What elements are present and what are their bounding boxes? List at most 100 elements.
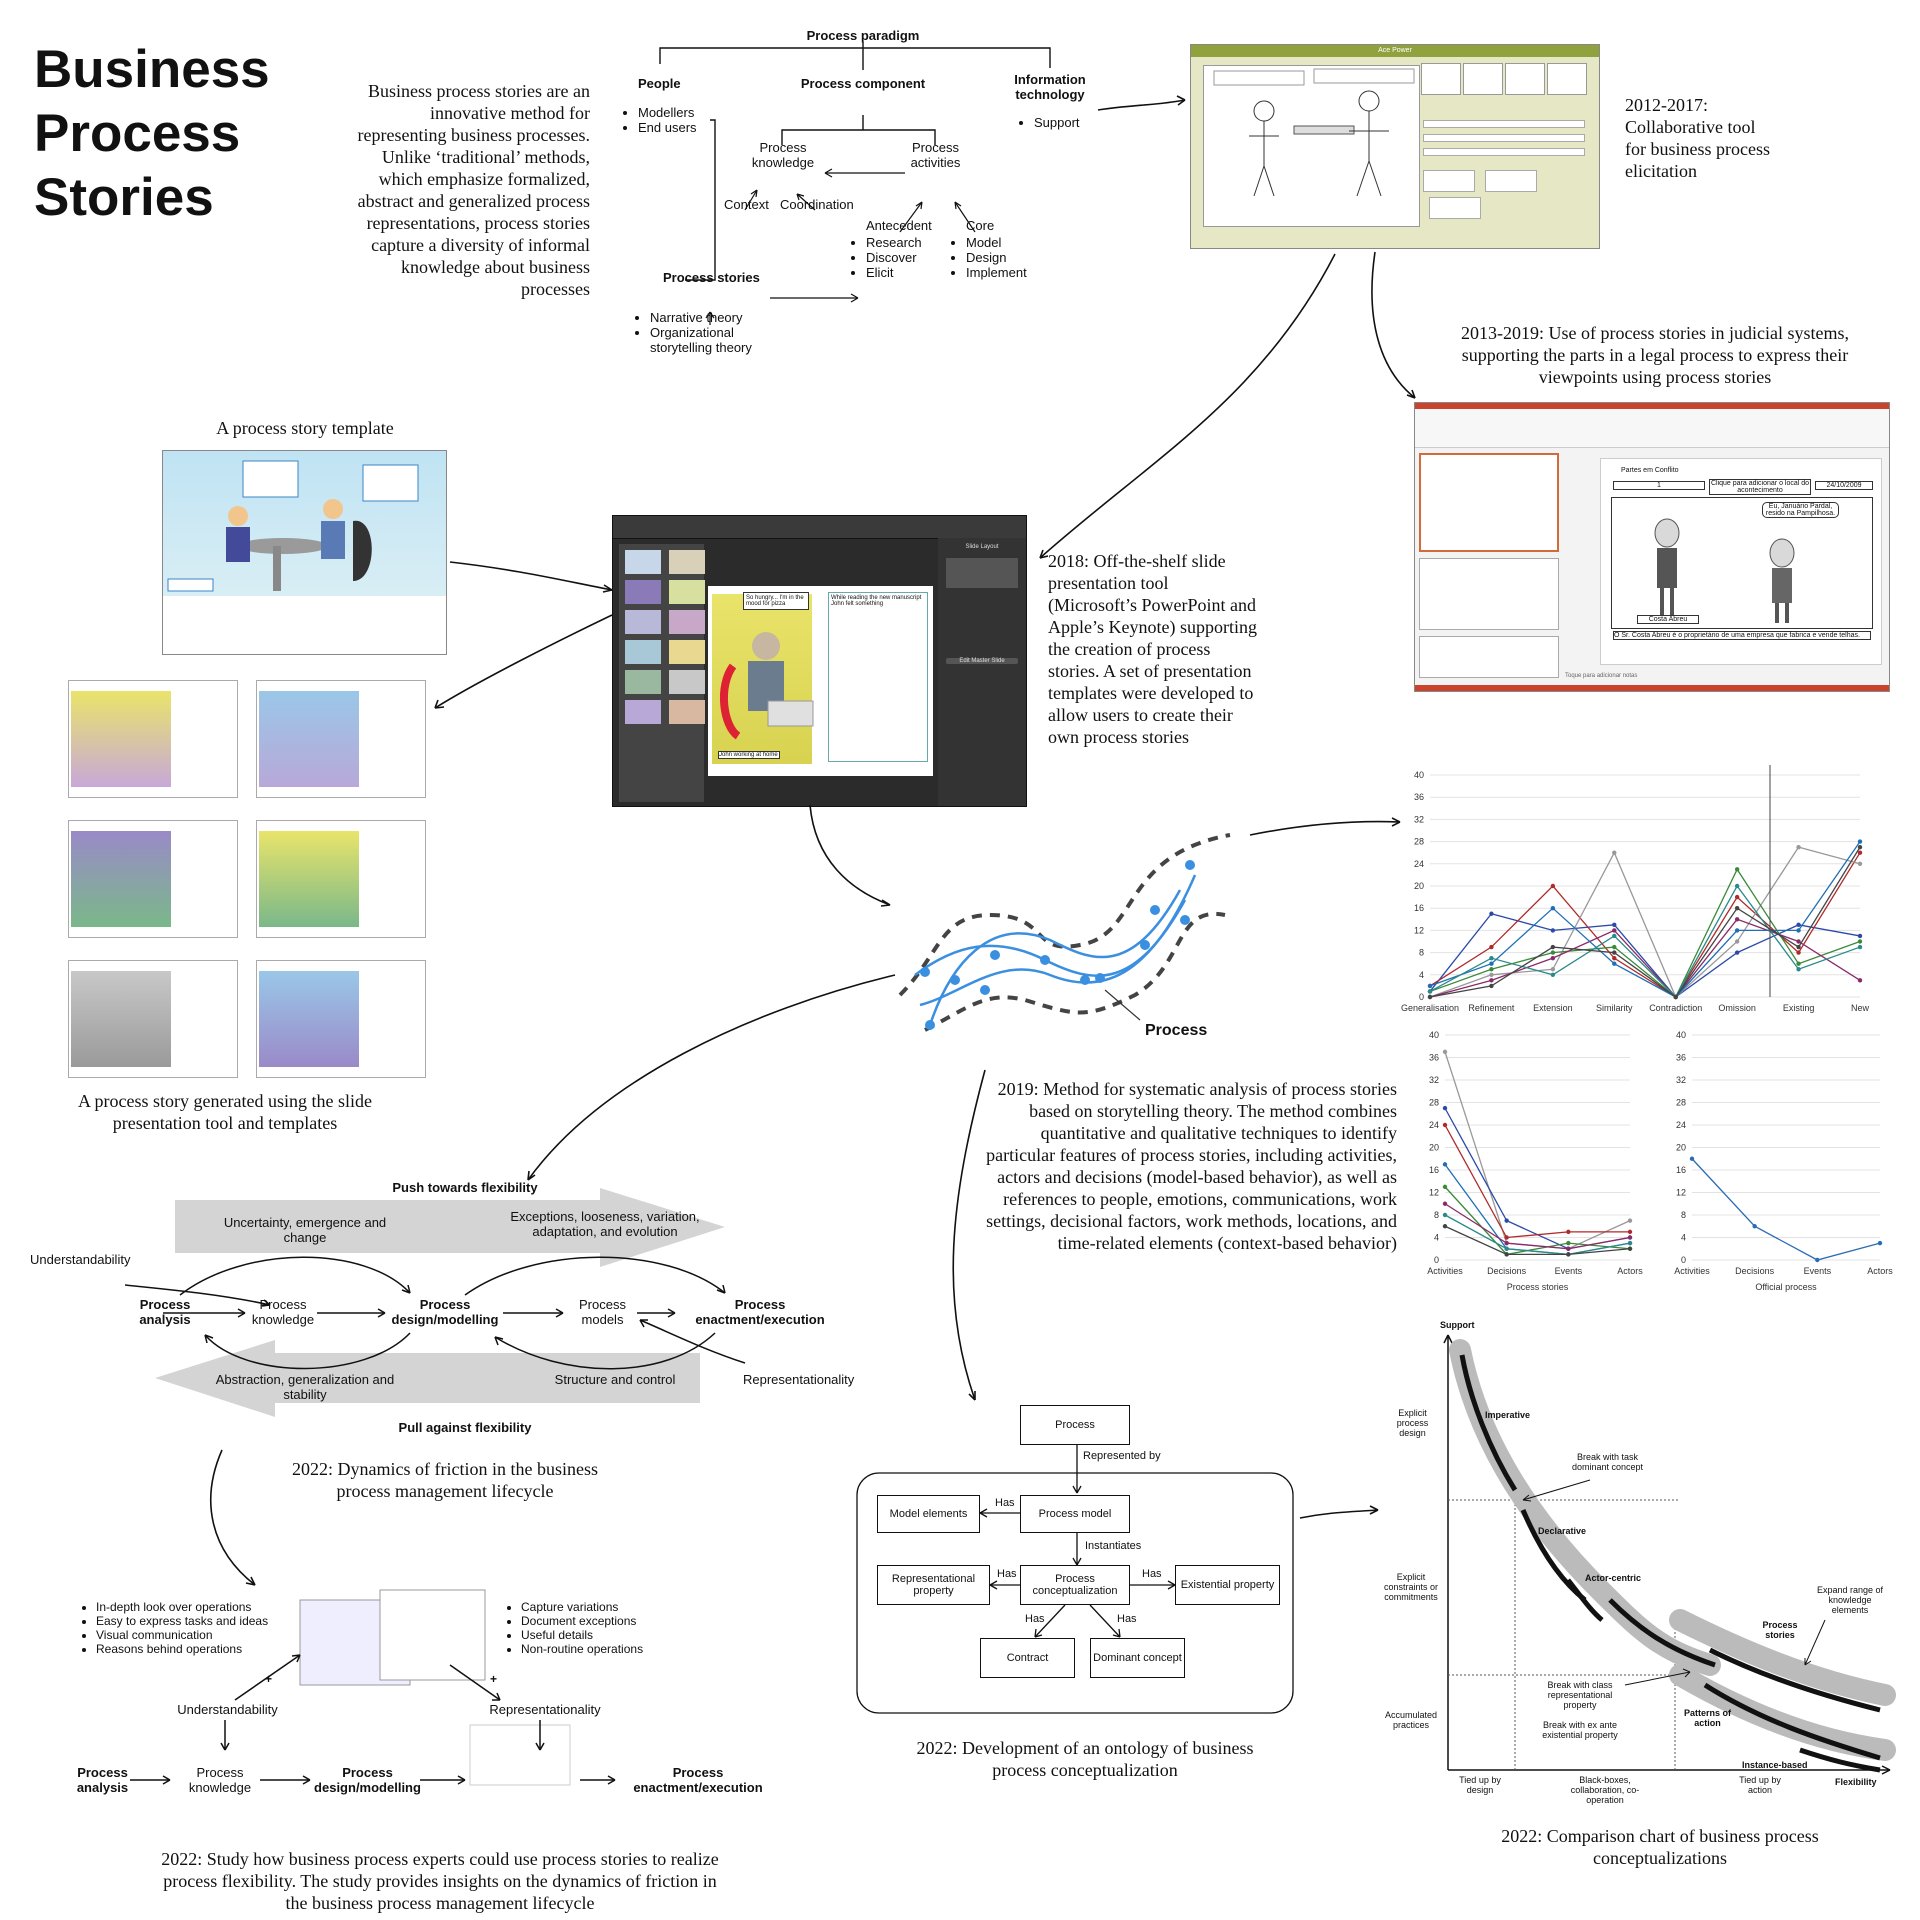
data-point <box>1504 1252 1509 1257</box>
data-point <box>1427 994 1433 1000</box>
data-point <box>1550 972 1556 977</box>
y-tick-label: 16 <box>1676 1165 1686 1175</box>
data-point <box>1566 1252 1571 1257</box>
ontology-representational: Representational property <box>877 1565 990 1605</box>
caption-2019: 2019: Method for systematic analysis of … <box>986 1079 1397 1253</box>
x-tick-label: Actors <box>1617 1266 1643 1276</box>
study-right-item: Document exceptions <box>521 1614 643 1628</box>
data-point <box>1550 955 1556 961</box>
data-point <box>1442 1201 1448 1206</box>
series-line <box>1444 1225 1631 1256</box>
paradigm-people: People <box>638 76 681 91</box>
data-point <box>1734 867 1740 872</box>
data-point <box>1612 944 1617 950</box>
tool-field[interactable] <box>1429 197 1481 219</box>
data-point <box>1673 994 1678 1000</box>
it-list: Support <box>1018 115 1080 130</box>
data-point <box>1566 1246 1571 1251</box>
ontology-has: Has <box>995 1497 1015 1509</box>
friction-pull: Pull against flexibility <box>398 1420 532 1435</box>
data-point <box>1612 933 1617 939</box>
tool-field[interactable] <box>1423 170 1475 192</box>
data-point <box>1857 939 1863 944</box>
ppt-scene: Eu, Januário Pardal, resido na Pampilhos… <box>1611 497 1873 629</box>
antecedent-list: ResearchDiscoverElicit <box>850 235 922 280</box>
people-item: End users <box>638 120 697 135</box>
process-label: Process <box>1145 1022 1208 1039</box>
y-tick-label: 40 <box>1676 1030 1686 1040</box>
keynote-toolbar <box>613 516 1026 539</box>
core-item: Implement <box>966 265 1027 280</box>
data-point <box>1612 950 1617 955</box>
core-item: Model <box>966 235 1027 250</box>
study-understandability: Understandability <box>177 1702 278 1717</box>
comparison-y-label: Explicit process design <box>1396 1408 1429 1438</box>
data-point <box>1427 983 1433 989</box>
data-point <box>1566 1240 1571 1246</box>
data-point <box>1612 850 1617 855</box>
study-left-item: Reasons behind operations <box>96 1642 268 1656</box>
ontology-existential: Existential property <box>1175 1565 1280 1605</box>
keynote-text: While reading the new manuscript John fe… <box>828 592 928 762</box>
ontology-instantiates: Instantiates <box>1085 1540 1142 1552</box>
paradigm-stories: Process stories <box>663 270 760 285</box>
data-point <box>1427 989 1433 994</box>
ontology-model-elements: Model elements <box>877 1495 980 1533</box>
study-right-item: Capture variations <box>521 1600 643 1614</box>
caption-2018: 2018: Off-the-shelf slide presentation t… <box>1048 551 1257 747</box>
series-line <box>1444 1214 1631 1256</box>
data-point <box>1796 961 1801 966</box>
data-point <box>1673 994 1678 1000</box>
data-point <box>1796 950 1801 955</box>
ppt-statusbar <box>1415 685 1889 691</box>
ontology-diagram: Process Represented by Process model Mod… <box>855 1405 1305 1715</box>
data-point <box>1752 1224 1757 1229</box>
y-tick-label: 32 <box>1429 1075 1439 1085</box>
ontology-has: Has <box>1025 1613 1045 1625</box>
tool-form <box>1423 120 1593 230</box>
data-point <box>1489 972 1494 977</box>
series-line <box>1444 1051 1631 1250</box>
study-right-list: Capture variationsDocument exceptionsUse… <box>505 1600 643 1656</box>
data-point <box>1442 1105 1448 1111</box>
data-point <box>1627 1246 1633 1251</box>
y-tick-label: 8 <box>1419 948 1424 958</box>
friction-models: Process models <box>579 1297 626 1327</box>
process-wave-illustration: Process <box>895 830 1255 1070</box>
tool-field[interactable] <box>1423 134 1585 142</box>
data-point <box>1427 994 1433 1000</box>
friction-structure: Structure and control <box>554 1372 676 1387</box>
x-tick-label: Decisions <box>1487 1266 1527 1276</box>
story-slide <box>256 820 426 938</box>
caption-friction: 2022: Dynamics of friction in the busine… <box>292 1459 598 1501</box>
antecedent-item: Research <box>866 235 922 250</box>
series-line <box>1429 846 1861 998</box>
comparison-support: Support <box>1440 1320 1475 1330</box>
data-point <box>1550 967 1556 972</box>
friction-exceptions: Exceptions, looseness, variation, adapta… <box>510 1209 700 1239</box>
data-point <box>1504 1252 1509 1257</box>
keynote-inspector: Slide Layout Edit Master Slide <box>938 538 1026 806</box>
y-tick-label: 16 <box>1414 903 1424 913</box>
data-point <box>1489 955 1494 961</box>
y-tick-label: 36 <box>1429 1053 1439 1063</box>
y-tick-label: 40 <box>1429 1030 1439 1040</box>
data-point <box>1673 994 1678 1000</box>
data-point <box>1566 1246 1571 1251</box>
y-tick-label: 40 <box>1414 770 1424 780</box>
study-plus-right: + <box>490 1672 498 1686</box>
data-point <box>1489 944 1494 950</box>
paradigm-activities: Process activities <box>910 140 961 170</box>
comparison-patterns: Patterns of action <box>1683 1708 1731 1728</box>
data-point <box>1442 1224 1448 1229</box>
keynote-edit-master[interactable]: Edit Master Slide <box>946 658 1018 664</box>
tool-field[interactable] <box>1485 170 1538 192</box>
data-point <box>1489 978 1494 983</box>
y-tick-label: 28 <box>1676 1098 1686 1108</box>
y-tick-label: 12 <box>1429 1188 1439 1198</box>
paradigm-it: Information technology <box>1014 72 1086 102</box>
x-tick-label: Existing <box>1783 1003 1815 1013</box>
tool-field[interactable] <box>1423 148 1585 156</box>
tool-field[interactable] <box>1423 120 1585 128</box>
paradigm-component: Process component <box>800 76 926 91</box>
